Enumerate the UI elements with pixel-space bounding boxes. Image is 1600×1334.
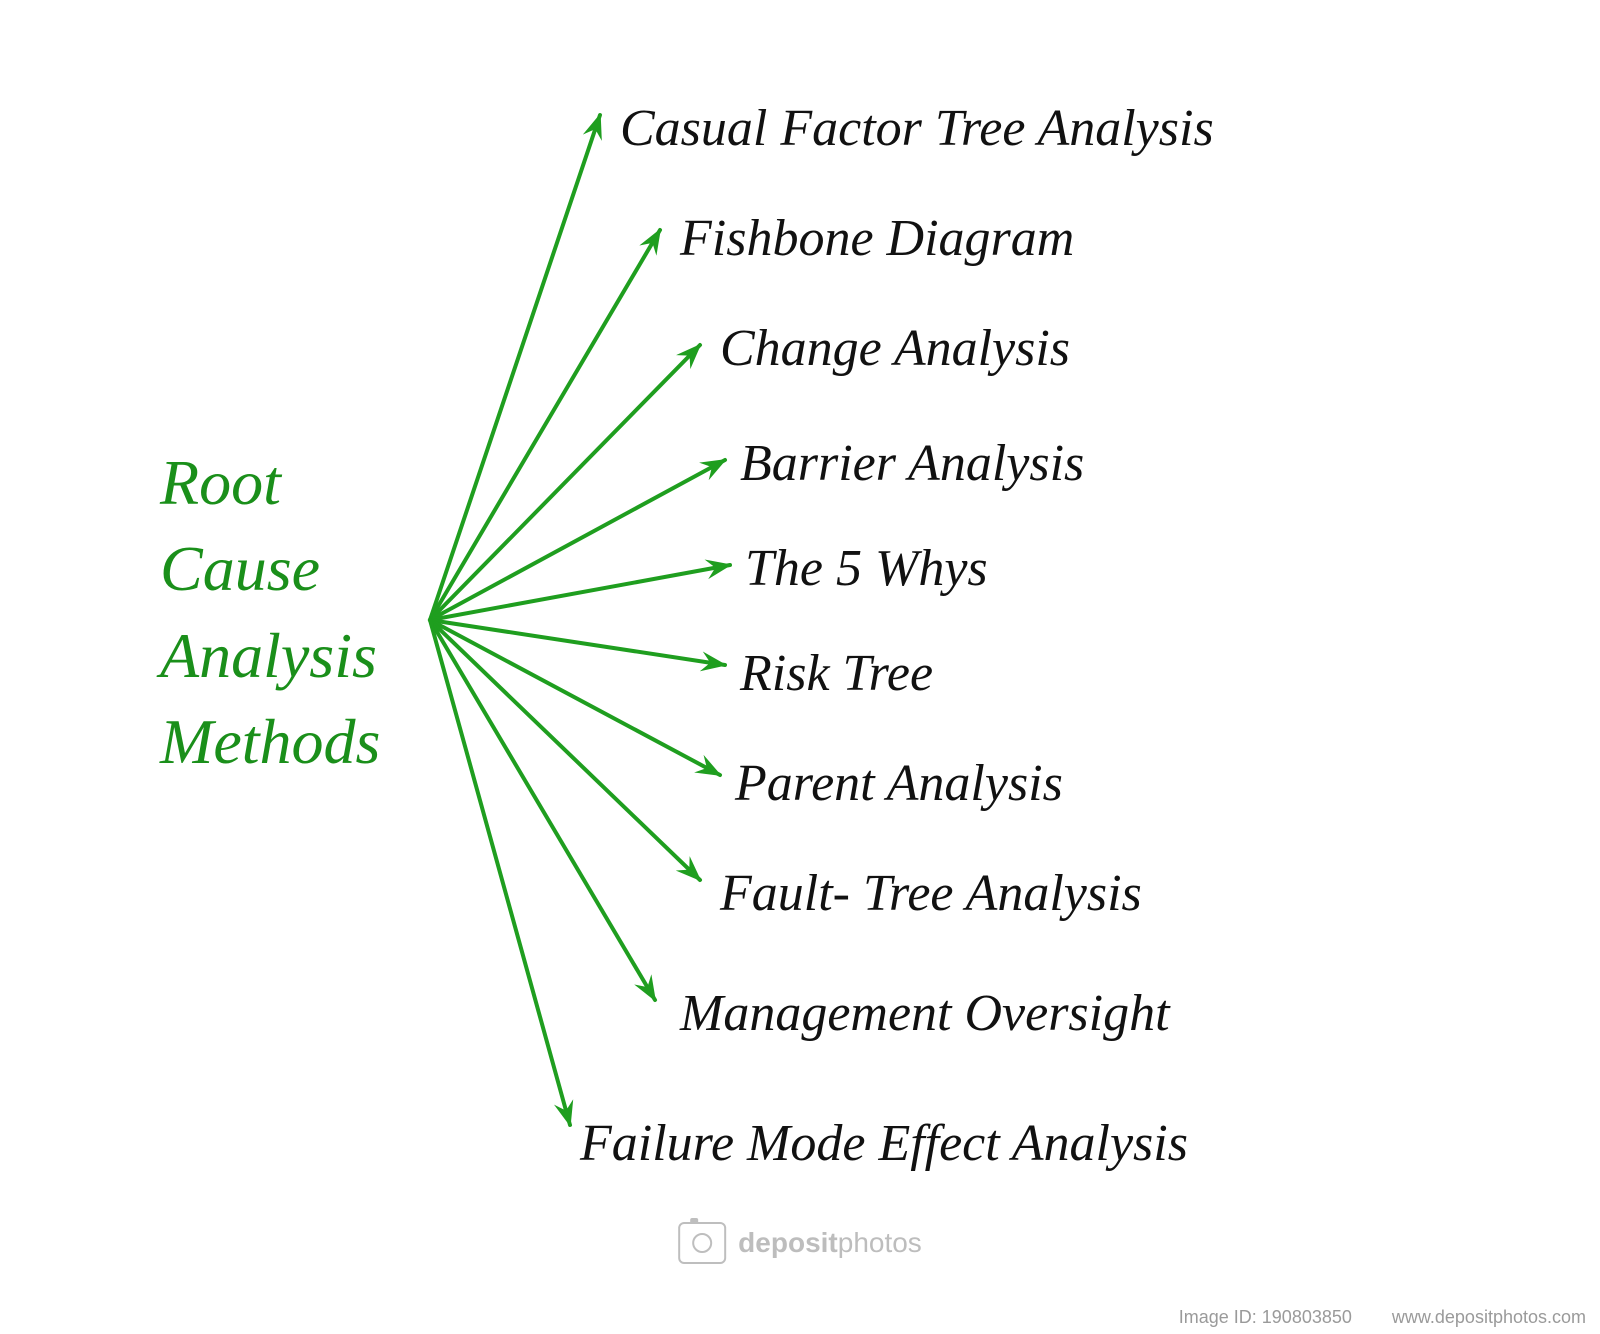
method-item-3: Barrier Analysis: [740, 435, 1084, 492]
arrow-3: [430, 460, 725, 620]
method-item-0: Casual Factor Tree Analysis: [620, 100, 1214, 157]
watermark-bar: Image ID: 190803850 www.depositphotos.co…: [1165, 1301, 1600, 1334]
watermark-image-id: Image ID: 190803850: [1179, 1307, 1352, 1328]
arrow-6: [430, 620, 720, 775]
method-item-6: Parent Analysis: [735, 755, 1063, 812]
arrow-2: [430, 345, 700, 620]
arrow-5: [430, 620, 725, 665]
diagram-title: Root Cause Analysis Methods: [160, 440, 380, 786]
watermark-site: www.depositphotos.com: [1392, 1307, 1586, 1328]
watermark-brand: depositphotos: [738, 1227, 922, 1259]
arrow-4: [430, 565, 730, 620]
arrow-7: [430, 620, 700, 880]
arrow-1: [430, 230, 660, 620]
method-item-9: Failure Mode Effect Analysis: [580, 1115, 1188, 1172]
method-item-1: Fishbone Diagram: [680, 210, 1074, 267]
camera-icon: [678, 1222, 726, 1264]
method-item-2: Change Analysis: [720, 320, 1070, 377]
method-item-4: The 5 Whys: [745, 540, 988, 597]
arrow-0: [430, 115, 600, 620]
method-item-5: Risk Tree: [740, 645, 933, 702]
method-item-8: Management Oversight: [680, 985, 1170, 1042]
diagram-stage: Root Cause Analysis Methods Casual Facto…: [0, 0, 1600, 1334]
arrow-8: [430, 620, 655, 1000]
watermark-logo: depositphotos: [678, 1222, 922, 1264]
watermark-brand-thin: photos: [838, 1227, 922, 1258]
watermark-brand-bold: deposit: [738, 1227, 838, 1258]
method-item-7: Fault- Tree Analysis: [720, 865, 1142, 922]
arrow-9: [430, 620, 570, 1125]
